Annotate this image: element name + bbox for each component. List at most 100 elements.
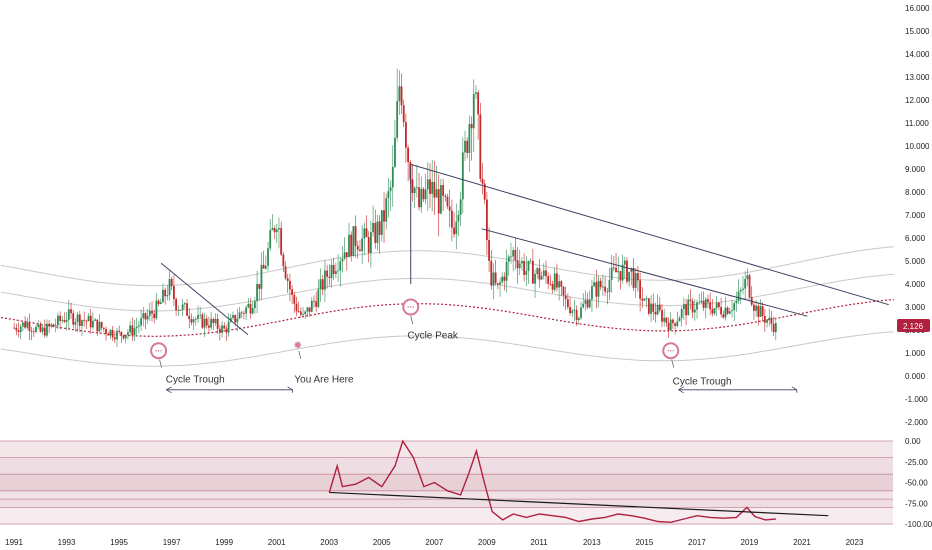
- candle-body: [247, 303, 250, 308]
- candle-body: [157, 300, 160, 304]
- y-tick-label: 3.000: [905, 303, 926, 312]
- candle-body: [628, 271, 631, 282]
- candle-body: [444, 195, 447, 197]
- annotation-label: Cycle Trough: [673, 377, 732, 388]
- candle-body: [733, 303, 736, 311]
- candle-body: [129, 325, 132, 333]
- cycle-marker-leader: [159, 359, 162, 368]
- candle-body: [593, 282, 596, 287]
- candle-body: [566, 299, 569, 307]
- candle-body: [485, 199, 488, 241]
- candle-body: [700, 300, 703, 303]
- candle-body: [391, 166, 394, 188]
- candle-body: [678, 317, 681, 322]
- candle-body: [630, 268, 633, 272]
- candle-body: [704, 299, 707, 308]
- trendlines: [160, 163, 889, 394]
- candle-body: [652, 303, 655, 312]
- candle-body: [726, 307, 729, 314]
- candle-body: [43, 327, 46, 336]
- candle-body: [418, 187, 420, 208]
- candle-body: [514, 250, 517, 261]
- candle-body: [227, 321, 230, 333]
- candle-body: [188, 315, 191, 320]
- candle-body: [192, 319, 195, 323]
- candle-body: [470, 124, 473, 129]
- candle-body: [308, 307, 311, 312]
- candle-body: [512, 250, 515, 257]
- candle-body: [643, 298, 646, 301]
- candle-body: [186, 303, 188, 316]
- candle-body: [317, 289, 320, 307]
- candle-body: [240, 312, 243, 314]
- candle-body: [720, 307, 722, 315]
- candle-body: [588, 299, 591, 308]
- candle-body: [490, 260, 493, 286]
- candle-body: [610, 267, 613, 280]
- candle-body: [361, 238, 364, 252]
- candle-body: [72, 313, 75, 325]
- candle-body: [260, 264, 263, 289]
- y-tick-label: 5.000: [905, 257, 926, 266]
- candle-body: [702, 300, 705, 308]
- candle-body: [728, 311, 731, 314]
- candle-body: [61, 320, 64, 321]
- candle-body: [89, 315, 92, 328]
- y-tick-label: 8.000: [905, 188, 926, 197]
- candle-body: [464, 140, 466, 153]
- cycle-markers: [150, 298, 680, 368]
- candle-body: [221, 325, 223, 333]
- candle-body: [663, 317, 666, 322]
- candle-body: [326, 270, 329, 277]
- candle-body: [203, 318, 206, 328]
- candle-body: [297, 311, 300, 312]
- candle-body: [67, 309, 70, 320]
- osc-band: [0, 457, 893, 475]
- candle-body: [271, 228, 274, 231]
- you-are-here-leader: [298, 350, 302, 360]
- candle-body: [407, 147, 410, 163]
- candle-body: [435, 189, 438, 198]
- candle-body: [52, 324, 55, 327]
- candle-body: [70, 309, 72, 314]
- candle-body: [591, 286, 593, 300]
- y-tick-label: 9.000: [905, 165, 926, 174]
- candle-body: [753, 304, 755, 311]
- candle-body: [284, 266, 287, 279]
- candle-body: [120, 331, 123, 336]
- candle-body: [696, 302, 698, 310]
- candle-body: [262, 264, 265, 269]
- trendline-major: [410, 163, 889, 306]
- candle-body: [179, 309, 182, 311]
- candle-body: [693, 309, 696, 313]
- candle-body: [330, 264, 333, 278]
- candle-body: [175, 299, 177, 311]
- last-price-badge: 2.126: [897, 319, 930, 332]
- candle-body: [310, 300, 313, 312]
- candle-body: [466, 140, 469, 153]
- candle-body: [398, 86, 401, 102]
- candle-body: [763, 315, 766, 323]
- candle-body: [431, 181, 434, 194]
- osc-band: [0, 490, 893, 500]
- candle-body: [376, 221, 379, 243]
- candle-body: [499, 282, 501, 285]
- candle-body: [562, 286, 565, 296]
- x-tick-label: 2005: [373, 538, 391, 547]
- candle-body: [689, 299, 692, 301]
- candle-body: [481, 178, 484, 184]
- y-tick-label: 15.000: [905, 27, 930, 36]
- candle-body: [166, 295, 169, 297]
- candle-body: [345, 252, 348, 258]
- candle-body: [267, 248, 269, 266]
- candle-body: [599, 280, 602, 288]
- candle-body: [15, 327, 18, 331]
- candle-body: [619, 271, 622, 281]
- you-are-here-asterisk: [294, 341, 301, 348]
- y-tick-label: 1.000: [905, 349, 926, 358]
- x-tick-label: 1999: [215, 538, 233, 547]
- osc-band: [0, 441, 893, 458]
- candle-body: [680, 309, 683, 318]
- candle-body: [547, 276, 550, 284]
